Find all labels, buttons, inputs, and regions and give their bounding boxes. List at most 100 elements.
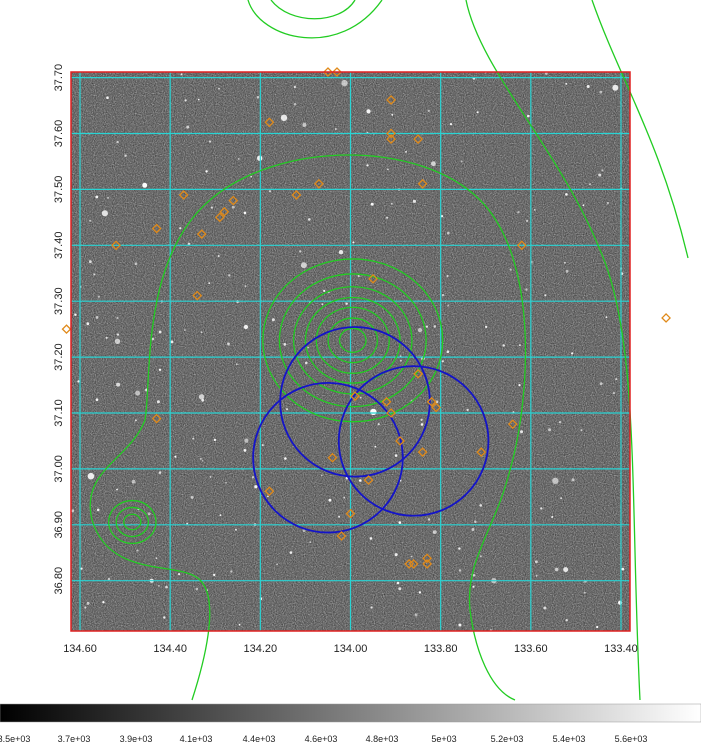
- star: [184, 99, 187, 102]
- star: [174, 455, 177, 458]
- source-marker: [404, 559, 415, 569]
- star: [449, 123, 453, 126]
- contour-line-top: [270, 0, 356, 20]
- star: [179, 227, 182, 230]
- star: [544, 294, 547, 297]
- region-circle: [252, 381, 404, 534]
- star-field: [71, 72, 625, 631]
- star: [218, 87, 220, 90]
- star: [377, 423, 380, 426]
- star: [535, 560, 538, 564]
- star: [399, 359, 402, 362]
- star: [366, 109, 371, 114]
- star: [192, 437, 195, 440]
- star: [89, 219, 92, 222]
- y-tick-label: 37.10: [53, 399, 65, 427]
- star: [95, 195, 99, 199]
- star: [540, 507, 543, 510]
- x-tick-label: 134.20: [244, 643, 278, 655]
- star: [163, 616, 166, 619]
- source-marker: [151, 223, 162, 234]
- star: [472, 585, 475, 588]
- star: [471, 528, 475, 531]
- star: [558, 421, 562, 424]
- star: [374, 445, 377, 448]
- source-marker: [386, 134, 396, 144]
- star: [96, 508, 100, 512]
- colorbar-tick-label: 5.6e+03: [615, 734, 648, 744]
- star: [309, 541, 312, 543]
- region-circles: [252, 326, 490, 534]
- star: [238, 158, 240, 160]
- star: [208, 282, 211, 284]
- contour-line: [123, 513, 142, 531]
- star: [213, 438, 217, 442]
- star: [209, 476, 212, 478]
- source-marker: [61, 324, 72, 335]
- source-marker: [350, 391, 360, 402]
- star: [102, 601, 105, 604]
- star: [458, 547, 461, 550]
- star: [525, 288, 528, 291]
- star: [93, 273, 96, 276]
- contour-line-top: [247, 0, 383, 39]
- source-markers: [61, 67, 671, 569]
- star: [551, 515, 554, 518]
- region-circle: [337, 365, 490, 517]
- star: [565, 83, 568, 85]
- star: [458, 623, 462, 627]
- star: [479, 555, 482, 558]
- star: [86, 322, 90, 326]
- star: [284, 457, 287, 460]
- star: [485, 325, 488, 328]
- source-marker: [332, 67, 342, 77]
- star: [261, 444, 264, 447]
- source-marker: [314, 178, 324, 189]
- star: [545, 72, 548, 75]
- star: [219, 514, 222, 516]
- star: [466, 408, 469, 412]
- star: [432, 530, 437, 534]
- star: [543, 606, 547, 610]
- source-marker: [192, 290, 203, 301]
- contour-line-outer: [89, 154, 527, 701]
- y-axis-ticks: 36.80 36.90 37.00 37.10 37.20 37.30 37.40 37.50…: [53, 64, 65, 595]
- star: [615, 378, 618, 381]
- star: [425, 325, 428, 328]
- region-circle: [279, 326, 431, 478]
- star: [410, 555, 413, 558]
- star: [369, 537, 373, 540]
- source-marker: [151, 413, 162, 424]
- star: [71, 509, 75, 513]
- contour-line: [115, 506, 150, 538]
- star: [267, 495, 269, 498]
- star: [479, 504, 483, 507]
- star: [276, 563, 278, 566]
- star: [586, 85, 590, 88]
- star: [476, 111, 479, 114]
- star: [596, 625, 599, 629]
- star: [612, 84, 619, 91]
- source-marker: [413, 134, 424, 144]
- star: [178, 573, 181, 576]
- star: [210, 206, 213, 209]
- star: [474, 520, 477, 524]
- y-tick-label: 37.00: [53, 455, 65, 483]
- star: [107, 577, 111, 581]
- source-marker: [178, 190, 189, 200]
- star: [328, 498, 332, 502]
- star: [447, 304, 450, 307]
- star: [583, 591, 586, 594]
- star: [308, 218, 311, 221]
- star: [105, 336, 108, 339]
- star: [285, 408, 289, 411]
- star: [412, 199, 416, 203]
- star: [565, 619, 568, 622]
- source-marker: [264, 117, 275, 128]
- star: [114, 338, 121, 344]
- star: [225, 482, 227, 484]
- star: [238, 623, 241, 626]
- star: [386, 216, 389, 219]
- star: [147, 512, 151, 516]
- star: [554, 567, 559, 572]
